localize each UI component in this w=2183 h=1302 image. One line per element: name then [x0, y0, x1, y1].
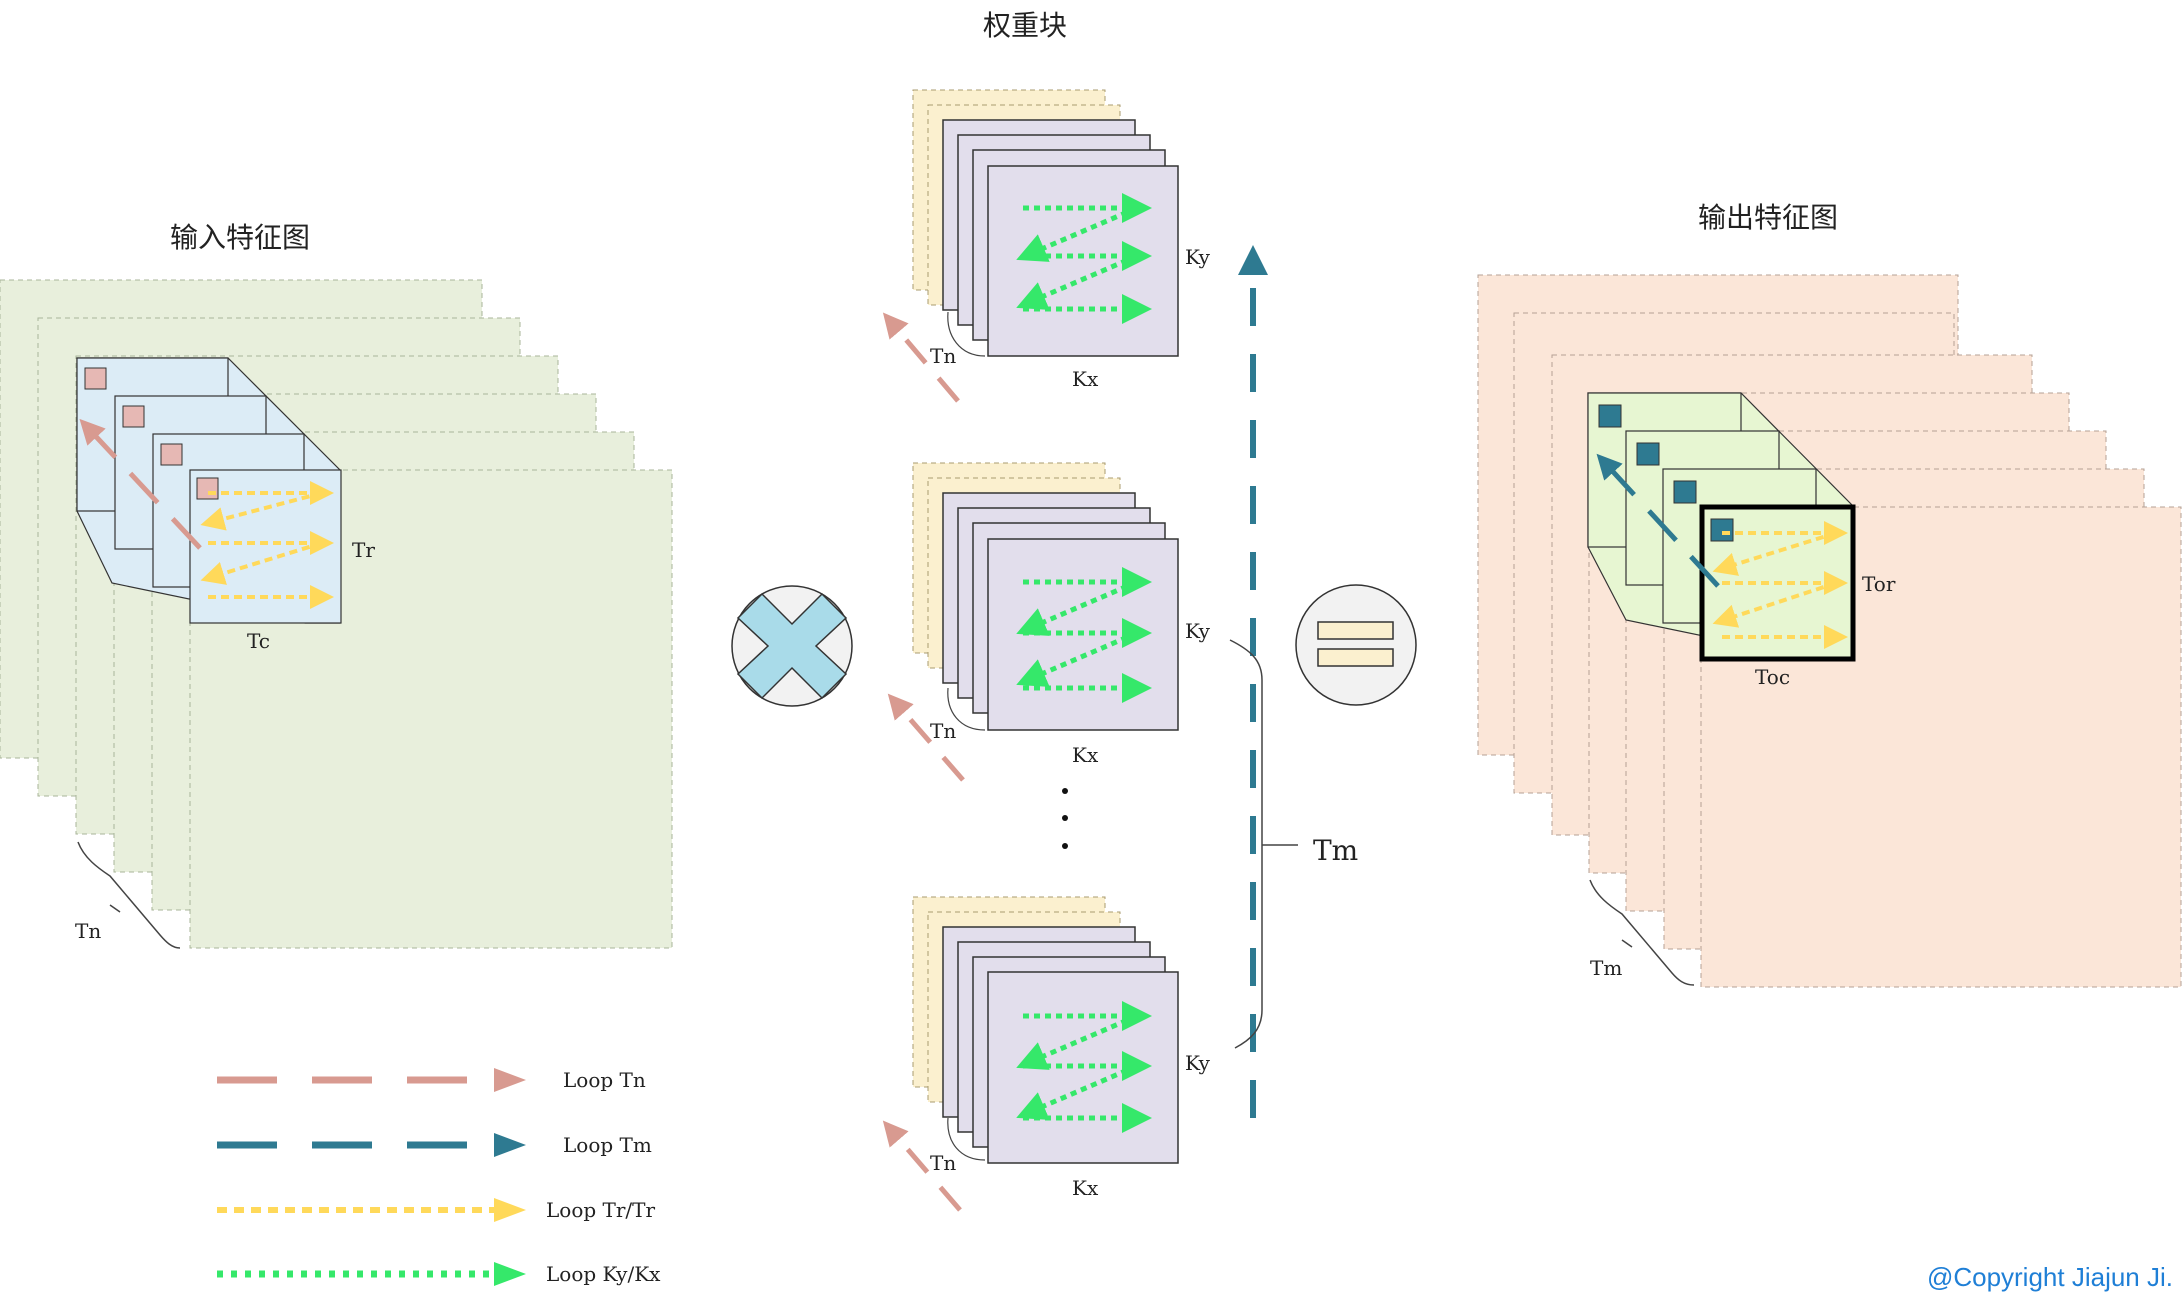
loop-tn-arrow [882, 312, 960, 403]
input-tc-label: Tc [247, 629, 270, 653]
output-tm-brace [1589, 879, 1695, 986]
legend-label: Loop Tr/Tr [546, 1198, 656, 1222]
output-feature-map: 输出特征图 [1477, 201, 2182, 988]
output-marker [1673, 480, 1697, 504]
legend-item-k: Loop Ky/Kx [217, 1262, 661, 1286]
input-marker [122, 405, 145, 428]
weight-ky-label: Ky [1185, 619, 1211, 643]
loop-k-arrows [1016, 567, 1152, 703]
ellipsis-dots [1062, 788, 1068, 849]
input-tn-brace-tick [109, 904, 121, 913]
weight-tn-label: Tn [930, 719, 956, 743]
weight-group: Tn Ky Kx [882, 896, 1211, 1212]
weight-kx-label: Kx [1072, 743, 1099, 767]
weight-kx-label: Kx [1072, 367, 1099, 391]
tn-brace [947, 687, 986, 731]
equals-bar-top [1317, 621, 1394, 640]
input-tn-label: Tn [75, 919, 101, 943]
input-feature-map: 输入特征图 [0, 221, 673, 949]
legend-item-tn: Loop Tn [217, 1068, 646, 1092]
equals-operator [1295, 584, 1417, 706]
weight-ky-label: Ky [1185, 1051, 1211, 1075]
legend-label: Loop Tm [563, 1133, 652, 1157]
output-toc-label: Toc [1755, 665, 1790, 689]
output-tm-label: Tm [1590, 956, 1622, 980]
output-tor-label: Tor [1862, 572, 1896, 596]
input-tn-brace [77, 841, 181, 949]
output-tile-stack [1587, 392, 1856, 662]
equals-circle [1295, 584, 1417, 706]
loop-tr-arrows [200, 481, 334, 609]
output-marker [1636, 442, 1660, 466]
multiply-icon [736, 592, 848, 700]
tn-brace [947, 311, 986, 357]
output-tm-brace-tick [1621, 939, 1633, 948]
weight-tn-label: Tn [930, 344, 956, 368]
legend-label: Loop Tn [563, 1068, 646, 1092]
weights-tm-label: Tm [1313, 834, 1358, 867]
loop-k-arrows [1016, 1001, 1152, 1133]
legend-item-tm: Loop Tm [217, 1133, 652, 1157]
legend: Loop Tn Loop Tm Loop Tr/Tr Loop Ky/Kx [217, 1068, 661, 1286]
weight-kx-label: Kx [1072, 1176, 1099, 1200]
legend-arrowhead [494, 1198, 526, 1222]
weight-front-plane [987, 165, 1179, 357]
output-title: 输出特征图 [1698, 201, 1838, 234]
loop-tr-arrows-output [1712, 521, 1848, 649]
tm-brace [1229, 639, 1263, 1049]
legend-label: Loop Ky/Kx [546, 1262, 661, 1286]
legend-item-tr: Loop Tr/Tr [217, 1198, 656, 1222]
output-marker [1710, 518, 1734, 542]
input-tile-stack [76, 357, 342, 624]
weight-ky-label: Ky [1185, 245, 1211, 269]
input-marker [160, 443, 183, 466]
weights-title: 权重块 [983, 9, 1067, 42]
legend-arrowhead [494, 1133, 526, 1157]
tn-brace [947, 1117, 986, 1161]
weight-group: Tn Ky Kx [887, 462, 1211, 782]
weight-tn-label: Tn [930, 1151, 956, 1175]
loop-tm-arrow-output [1596, 453, 1720, 588]
loop-tn-arrow [882, 1120, 962, 1212]
weights-block: 权重块 Tn Ky Kx [882, 9, 1358, 1212]
multiply-operator [731, 585, 853, 707]
weight-group: Tn Ky Kx [882, 89, 1211, 403]
loop-tn-arrow [887, 693, 965, 782]
input-marker [196, 477, 219, 500]
legend-arrowhead [494, 1262, 526, 1286]
copyright-text: @Copyright Jiajun Ji. [1927, 1262, 2173, 1292]
equals-bar-bottom [1317, 648, 1394, 667]
input-title: 输入特征图 [170, 221, 310, 254]
input-tr-label: Tr [352, 538, 375, 562]
legend-arrowhead [494, 1068, 526, 1092]
loop-tn-arrow [79, 418, 202, 550]
loop-k-arrows [1016, 193, 1152, 324]
output-marker [1598, 404, 1622, 428]
input-marker [84, 367, 107, 390]
